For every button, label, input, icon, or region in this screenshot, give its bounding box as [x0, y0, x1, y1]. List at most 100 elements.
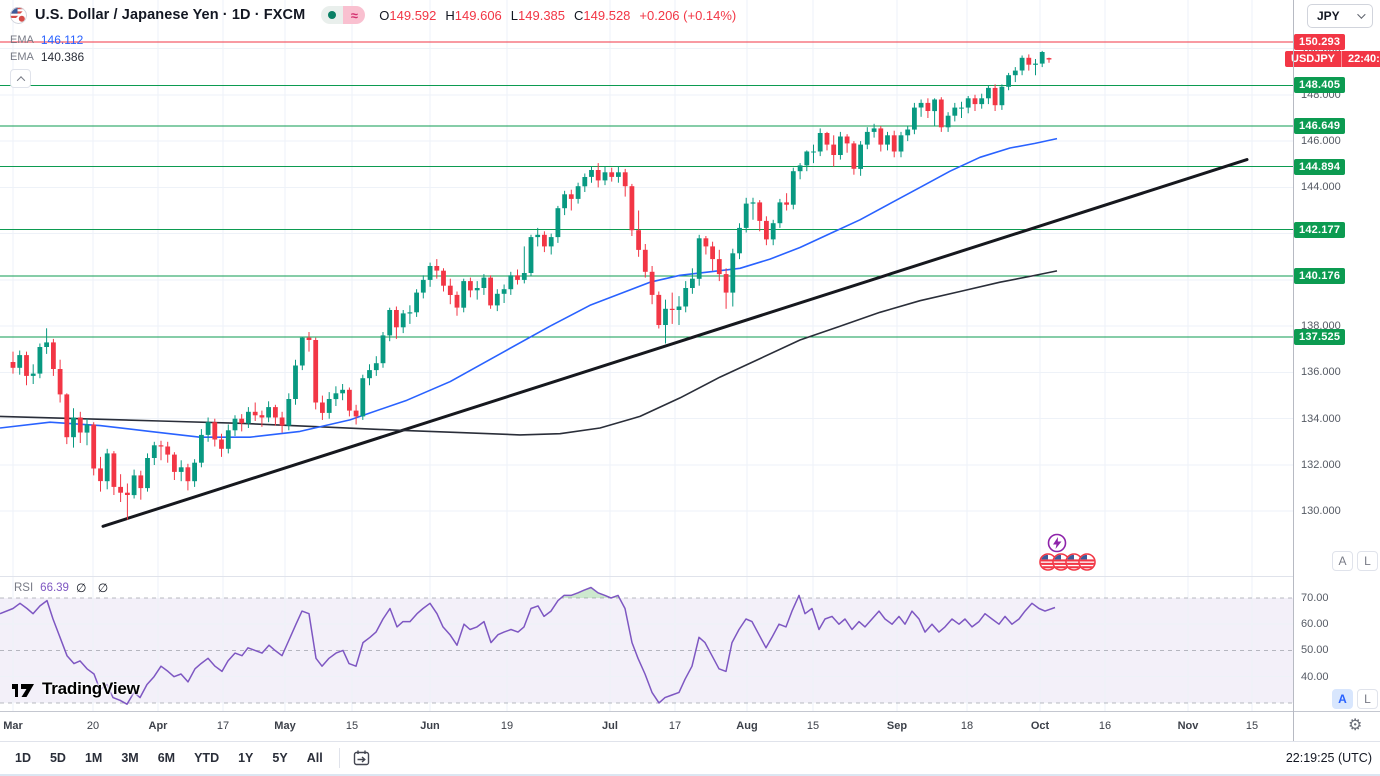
- symbol-legend[interactable]: U.S. Dollar / Japanese Yen · 1D · FXCM ≈…: [10, 6, 736, 24]
- rsi-label: RSI: [14, 582, 34, 594]
- rsi-axis-label: 60.00: [1301, 618, 1329, 630]
- candlestick-series[interactable]: [10, 50, 1052, 520]
- time-axis-month-label: Aug: [736, 720, 758, 732]
- trendline[interactable]: [101, 158, 1249, 528]
- rsi-line[interactable]: [0, 586, 1056, 705]
- event-lightning-icon[interactable]: [1047, 533, 1067, 553]
- tradingview-logo[interactable]: TradingView: [12, 679, 140, 699]
- currency-selector[interactable]: JPY: [1307, 4, 1373, 28]
- time-axis[interactable]: Mar Apr May Jun Jul Aug Sep Oct Nov 20 17 15 19 17 15 1…: [0, 711, 1380, 741]
- rsi-auto-scale-button[interactable]: A: [1332, 689, 1353, 709]
- price-level-badge: 148.405: [1294, 77, 1346, 93]
- price-level-lines[interactable]: [0, 41, 1293, 338]
- ohlc-item: O149.592: [379, 7, 437, 23]
- main-chart-canvas[interactable]: [0, 0, 1293, 576]
- range-button-5d[interactable]: 5D: [49, 751, 66, 765]
- price-axis-label: 136.000: [1301, 366, 1341, 378]
- gear-icon[interactable]: ⚙: [1348, 717, 1363, 734]
- market-status-pill[interactable]: ≈: [321, 6, 366, 24]
- price-level-badge: 140.176: [1294, 268, 1346, 284]
- range-button-1m[interactable]: 1M: [84, 751, 103, 765]
- time-axis-day-label: 15: [806, 720, 820, 732]
- price-axis-label: 134.000: [1301, 413, 1341, 425]
- gridlines: [0, 0, 1293, 576]
- time-axis-day-label: 16: [1098, 720, 1112, 732]
- time-axis-day-label: 19: [500, 720, 514, 732]
- currency-selector-label: JPY: [1317, 9, 1340, 23]
- range-button-1y[interactable]: 1Y: [238, 751, 254, 765]
- ema-legend-1[interactable]: EMA 146.112: [10, 33, 83, 47]
- market-open-dot-icon: [328, 11, 337, 19]
- rsi-ma-values: ∅ ∅: [75, 581, 113, 595]
- price-level-badge: 144.894: [1294, 159, 1346, 175]
- go-to-date-icon[interactable]: [352, 749, 371, 768]
- price-level-badge: 150.293: [1294, 34, 1346, 50]
- toolbar-divider: [338, 748, 340, 768]
- currency-pair-flag-icon: [10, 6, 27, 24]
- price-level-badge: 142.177: [1294, 222, 1346, 238]
- ema2-label: EMA: [10, 51, 34, 63]
- date-range-buttons: 1D 5D 1M 3M 6M YTD 1Y 5Y All: [0, 751, 323, 765]
- rsi-value: 66.39: [40, 582, 69, 594]
- time-axis-month-label: May: [274, 720, 296, 732]
- range-button-6m[interactable]: 6M: [157, 751, 176, 765]
- ema1-value: 146.112: [40, 33, 84, 47]
- price-axis-label: 130.000: [1301, 505, 1341, 517]
- range-button-5y[interactable]: 5Y: [272, 751, 288, 765]
- collapse-legend-button[interactable]: [10, 69, 31, 88]
- range-button-1d[interactable]: 1D: [15, 751, 31, 765]
- log-scale-button[interactable]: L: [1357, 551, 1378, 571]
- chevron-up-icon: [16, 75, 25, 85]
- price-axis[interactable]: 150.000148.000146.000144.000142.000140.0…: [1285, 0, 1380, 741]
- tradingview-logo-icon: [12, 683, 34, 697]
- rsi-legend[interactable]: RSI 66.39 ∅ ∅: [14, 581, 112, 595]
- range-button-3m[interactable]: 3M: [121, 751, 139, 765]
- time-axis-day-label: 15: [1245, 720, 1259, 732]
- event-flags-icon[interactable]: [1039, 553, 1096, 571]
- ema1-label: EMA: [10, 34, 34, 46]
- rsi-band: [0, 598, 1293, 703]
- range-button-all[interactable]: All: [306, 751, 323, 765]
- price-level-badge: 137.525: [1294, 329, 1346, 345]
- time-axis-month-label: Mar: [3, 720, 23, 732]
- price-axis-label: 132.000: [1301, 459, 1341, 471]
- time-axis-day-label: 17: [668, 720, 682, 732]
- price-level-badge: 146.649: [1294, 118, 1346, 134]
- ema-fast-line[interactable]: [0, 137, 1058, 438]
- rsi-scale-buttons: A L: [1332, 689, 1378, 709]
- delayed-data-icon: ≈: [343, 6, 366, 24]
- chevron-down-icon: [1357, 10, 1366, 19]
- ema-legend-2[interactable]: EMA 140.386: [10, 50, 84, 64]
- rsi-chart-canvas[interactable]: [0, 576, 1293, 711]
- ema-slow-line[interactable]: [0, 270, 1058, 436]
- tradingview-logo-text: TradingView: [42, 679, 140, 698]
- ohlc-values: O149.592 H149.606 L149.385 C149.528 +0.206 (…: [379, 8, 736, 23]
- rsi-axis-label: 70.00: [1301, 592, 1329, 604]
- pane-separator[interactable]: [0, 576, 1293, 577]
- rsi-axis-label: 40.00: [1301, 671, 1329, 683]
- price-axis-border: [1293, 0, 1294, 741]
- rsi-log-scale-button[interactable]: L: [1357, 689, 1378, 709]
- time-axis-month-label: Apr: [148, 720, 168, 732]
- time-axis-day-label: 15: [345, 720, 359, 732]
- time-axis-month-label: Jul: [602, 720, 618, 732]
- time-axis-day-label: 20: [86, 720, 100, 732]
- utc-clock[interactable]: 22:19:25 (UTC): [1285, 751, 1372, 765]
- price-axis-label: 144.000: [1301, 181, 1341, 193]
- ohlc-item: L149.385: [510, 7, 566, 23]
- bottom-toolbar: 1D 5D 1M 3M 6M YTD 1Y 5Y All 22:19:25 (UTC): [0, 741, 1380, 776]
- rsi-axis-label: 50.00: [1301, 644, 1329, 656]
- price-change: +0.206 (+0.14%): [639, 7, 737, 23]
- ema2-value: 140.386: [40, 50, 85, 64]
- auto-scale-button[interactable]: A: [1332, 551, 1353, 571]
- rsi-overbought-fill: [561, 587, 611, 598]
- range-button-ytd[interactable]: YTD: [194, 751, 220, 765]
- time-axis-month-label: Nov: [1177, 720, 1199, 732]
- time-axis-day-label: 18: [960, 720, 974, 732]
- main-scale-buttons: A L: [1332, 551, 1378, 571]
- time-axis-month-label: Jun: [420, 720, 440, 732]
- symbol-title[interactable]: U.S. Dollar / Japanese Yen · 1D · FXCM: [35, 7, 306, 23]
- time-axis-month-label: Sep: [886, 720, 908, 732]
